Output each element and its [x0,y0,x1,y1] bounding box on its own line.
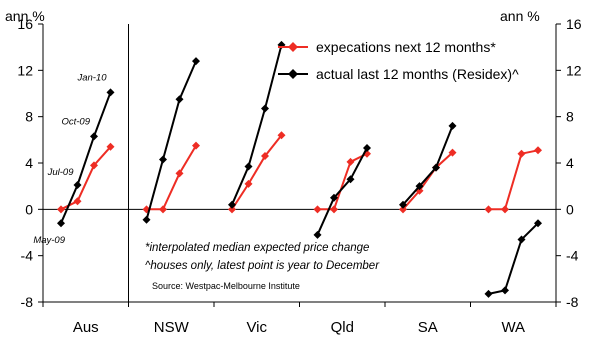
y-tick-label-right: 0 [566,201,574,217]
data-point [192,57,200,66]
series-line [488,149,539,211]
data-point [73,197,82,206]
legend-label-expectations: expecations next 12 months* [316,39,496,55]
data-point [228,205,236,214]
series-line [231,134,283,210]
period-label: Oct-09 [61,116,90,127]
y-tick-label-right: 4 [566,155,574,171]
data-point [192,141,200,150]
data-point [313,230,322,239]
data-point [415,182,424,191]
x-tick-label: NSW [154,319,190,336]
data-point [159,205,167,214]
data-point [142,215,151,224]
data-point [346,157,355,166]
data-point [159,155,167,164]
series-line [231,44,283,206]
series-line [60,91,112,224]
data-point [432,163,440,172]
note-line-2: ^houses only, latest point is year to De… [145,260,380,272]
y-tick-label-left: 0 [25,201,33,217]
data-point [330,193,338,202]
data-point [363,143,371,152]
y-tick-label-right: 8 [566,109,574,125]
data-point [106,142,115,151]
data-point [175,169,184,178]
y-tick-label-left: 4 [25,155,33,171]
x-tick-label: Qld [331,319,354,336]
series-line [488,222,539,295]
y-unit-right: ann % [500,8,540,24]
series-line [145,60,197,221]
series-line [402,151,454,210]
y-tick-label-left: -4 [21,248,34,264]
y-tick-label-left: 16 [17,16,33,32]
y-tick-label-right: 12 [566,62,582,78]
y-unit-left: ann % [5,8,45,24]
data-point [501,286,509,295]
x-tick-label: Vic [246,319,267,336]
data-point [175,95,184,104]
data-point [313,205,322,214]
period-label: May-09 [33,235,65,246]
source-note: Source: Westpac-Melbourne Institute [152,281,300,291]
data-point [90,132,98,141]
y-tick-label-left: 12 [17,62,33,78]
legend: expecations next 12 months* actual last … [278,39,519,82]
data-point [484,289,493,298]
legend-label-actual: actual last 12 months (Residex)^ [316,66,519,82]
data-point [261,152,269,161]
data-point [534,219,542,228]
y-tick-label-right: -4 [566,248,579,264]
data-point [484,205,493,214]
data-point [534,146,542,155]
data-point [399,200,407,209]
period-label: Jul-09 [47,167,75,178]
x-tick-label: SA [418,319,438,336]
period-label: Jan-10 [76,72,107,83]
data-point [244,179,253,188]
data-point [399,205,407,214]
data-point [244,162,253,171]
data-point [90,161,98,170]
data-point [57,219,65,228]
y-tick-label-left: -8 [21,294,34,310]
data-point [517,235,526,244]
note-line-1: *interpolated median expected price chan… [145,242,369,254]
data-point [346,175,355,184]
data-point [330,205,338,214]
y-tick-label-left: 8 [25,109,33,125]
data-point [57,205,65,214]
data-point [228,200,236,209]
data-point [501,205,509,214]
series-line [402,125,454,206]
x-tick-label: WA [501,319,525,336]
data-point [106,88,115,97]
series-line [146,145,197,211]
series-line [60,146,112,211]
data-point [261,104,269,113]
data-point [448,121,457,130]
series-line [316,147,368,236]
series-line [317,152,368,211]
y-tick-label-right: 16 [566,16,582,32]
data-point [73,181,82,190]
y-tick-label-right: -8 [566,294,579,310]
x-tick-label: Aus [73,319,99,336]
data-point [517,149,526,158]
data-point [277,131,286,140]
data-point [448,148,457,157]
